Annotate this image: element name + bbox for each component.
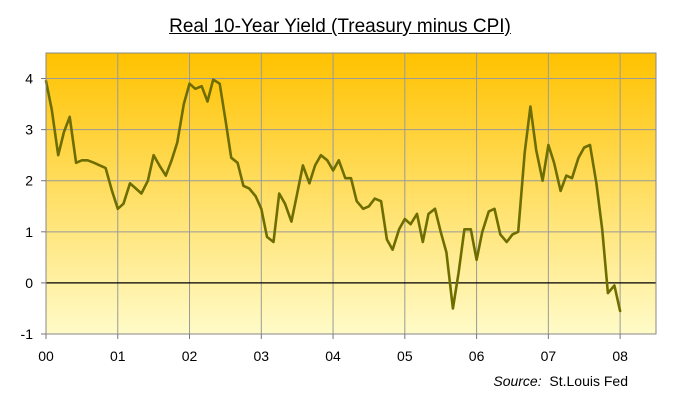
plot-area: [46, 53, 656, 334]
x-axis: 00 01 02 03 04 05 06 07 08: [38, 334, 628, 364]
source-name: St.Louis Fed: [549, 373, 628, 389]
chart-title: Real 10-Year Yield (Treasury minus CPI): [169, 16, 511, 37]
y-tick-label: 0: [25, 275, 33, 291]
x-tick-label: 04: [325, 348, 341, 364]
source-prefix: Source:: [493, 373, 542, 389]
x-gridlines: [45, 53, 621, 334]
x-tick-label: 03: [254, 348, 270, 364]
y-tick-label: 2: [25, 173, 33, 189]
x-tick-label: 02: [182, 348, 198, 364]
x-tick-label: 06: [469, 348, 485, 364]
plot-border: [45, 52, 657, 335]
x-tick-label: 07: [541, 348, 557, 364]
y-tick-label: 3: [25, 122, 33, 138]
y-tick-label: 4: [25, 71, 33, 87]
series-line: [44, 78, 622, 313]
y-tick-label: -1: [21, 326, 34, 342]
x-tick-label: 00: [38, 348, 54, 364]
y-tick-label: 1: [25, 224, 33, 240]
source-note: Source: St.Louis Fed: [493, 373, 628, 389]
y-axis: -1 0 1 2 3 4: [21, 71, 46, 342]
x-tick-label: 05: [397, 348, 413, 364]
x-tick-label: 01: [110, 348, 126, 364]
x-tick-label: 08: [612, 348, 628, 364]
